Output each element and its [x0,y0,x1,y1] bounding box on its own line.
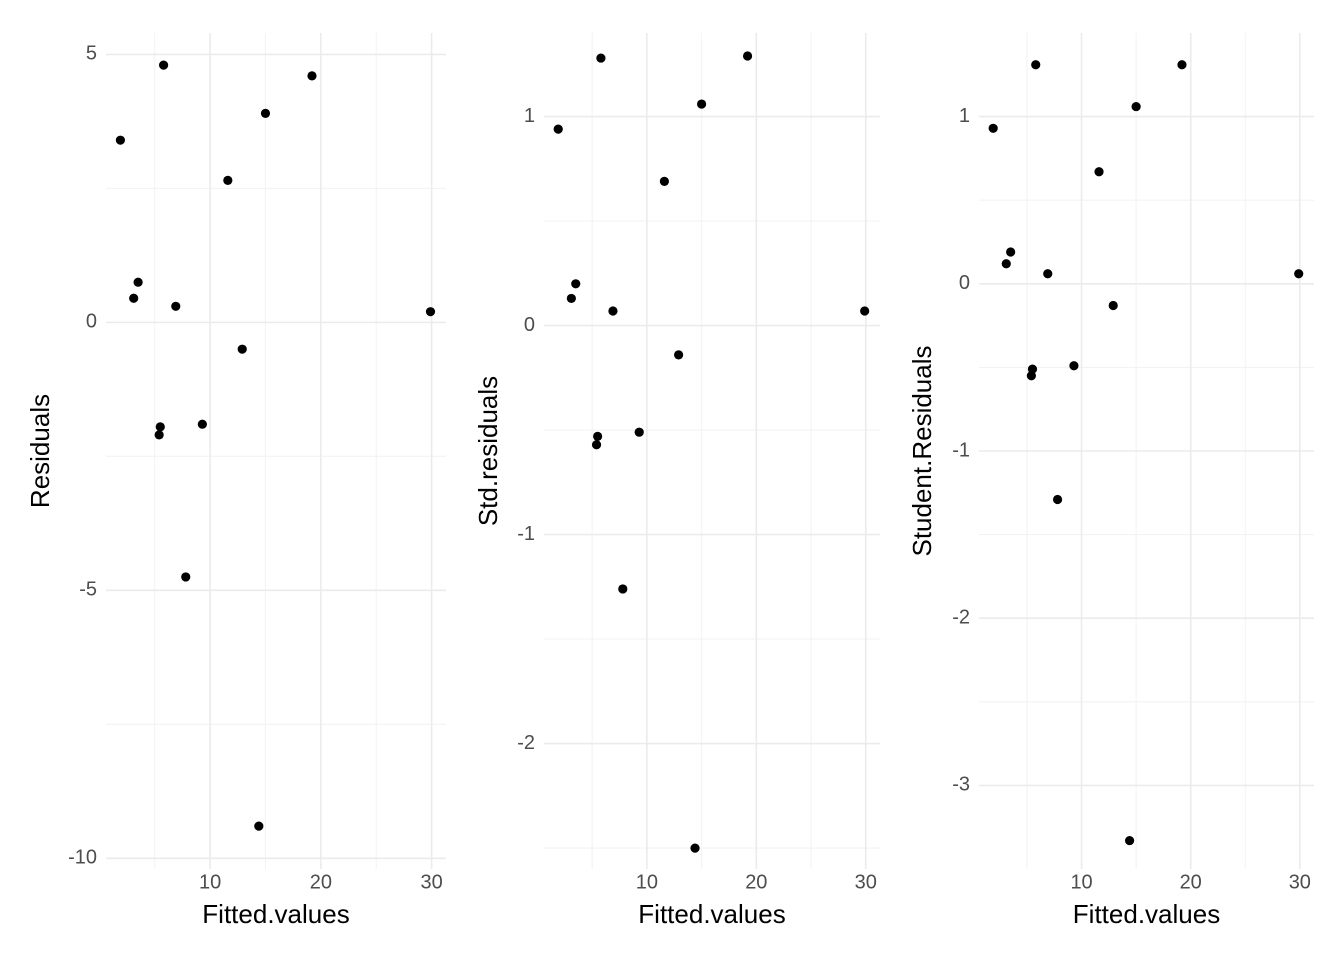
data-point [988,123,998,133]
data-point [129,293,139,303]
y-tick-label: -2 [952,606,970,628]
data-point [1069,361,1079,371]
scatter-panel-1: 10 20 30 -10 -5 0 5 Fitted.values Residuals [25,33,446,929]
data-point [1108,300,1118,311]
scatter-panel-3: 10 20 30 -3 -2 -1 0 1 Fitted.values Student.Resid… [907,33,1314,929]
y-tick-label: -3 [952,774,970,796]
data-point [593,431,603,441]
data-point [158,60,169,70]
data-point [171,301,181,311]
data-point [254,821,264,831]
y-tick-label: 0 [86,311,97,333]
data-point [596,53,606,63]
data-point [223,175,233,185]
x-tick-label: 30 [1289,871,1311,893]
x-axis-title: Fitted.values [1073,899,1220,929]
x-tick-label: 30 [855,871,877,893]
scatter-panel-2: 10 20 30 -2 -1 0 1 Fitted.values Std.residuals [473,33,880,929]
x-tick-label: 20 [1180,871,1202,893]
y-tick-label: 5 [86,43,97,65]
data-point [1177,60,1187,70]
data-point [154,430,164,440]
data-point [591,440,602,450]
x-tick-label: 10 [1070,871,1092,893]
data-point [571,279,581,289]
data-point [1124,835,1135,846]
data-point [1052,494,1063,505]
data-point [697,99,707,109]
data-point [659,176,669,186]
data-point [742,51,753,61]
data-point [1043,269,1053,279]
x-tick-label: 10 [199,871,221,893]
data-point [197,419,207,429]
data-point [860,306,870,316]
data-point [307,71,317,81]
data-point [181,572,191,582]
data-point [566,293,576,304]
y-tick-label: 1 [524,105,535,127]
y-tick-label: -5 [79,579,97,601]
data-point [115,135,125,145]
data-point [1031,60,1041,70]
data-point [1094,167,1104,177]
y-axis-title: Std.residuals [473,376,503,526]
data-point [1131,101,1141,112]
y-tick-label: 0 [959,272,970,294]
y-tick-label: -2 [517,732,535,754]
y-axis-title: Residuals [25,394,55,508]
data-point [260,108,271,118]
y-axis-title: Student.Residuals [907,345,937,556]
data-point [608,306,618,316]
data-point [1001,259,1011,269]
data-point [634,427,644,437]
x-tick-label: 30 [420,871,442,893]
data-point [690,843,700,853]
y-tick-label: -1 [952,439,970,461]
data-point [1006,247,1016,257]
data-point [674,350,684,360]
data-point [1027,364,1038,374]
data-point [425,307,436,317]
y-tick-label: -1 [517,523,535,545]
x-tick-label: 20 [310,871,332,893]
x-axis-title: Fitted.values [638,899,785,929]
y-tick-label: 0 [524,314,535,336]
data-point [133,277,143,287]
data-point [155,422,165,432]
data-point [553,124,563,134]
data-point [237,344,247,354]
x-tick-label: 20 [745,871,767,893]
data-point [618,584,628,594]
data-point [1294,269,1304,279]
x-axis-title: Fitted.values [202,899,349,929]
y-tick-label: -10 [68,847,97,869]
x-tick-label: 10 [636,871,658,893]
y-tick-label: 1 [959,105,970,127]
